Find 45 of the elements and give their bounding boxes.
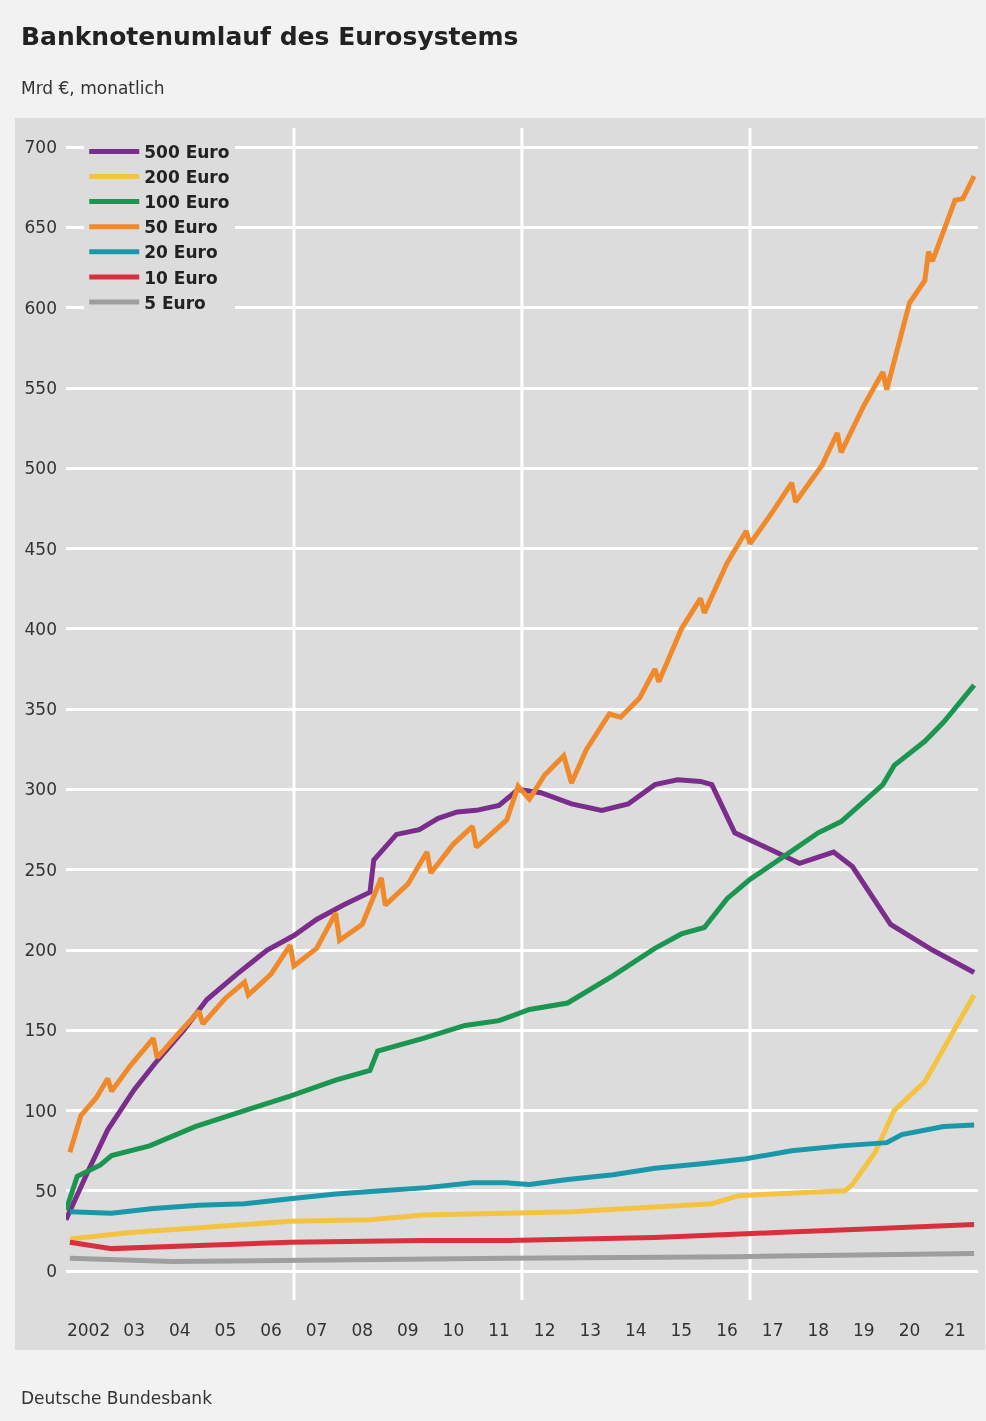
y-tick-label: 50 xyxy=(35,1180,57,1201)
x-tick-label: 08 xyxy=(351,1320,374,1340)
y-tick-label: 250 xyxy=(24,859,57,880)
chart-subtitle: Mrd €, monatlich xyxy=(21,78,165,98)
x-tick-label: 12 xyxy=(533,1320,556,1340)
x-tick-label: 05 xyxy=(214,1320,237,1340)
legend-label: 50 Euro xyxy=(144,217,218,238)
x-tick-label: 07 xyxy=(305,1320,328,1340)
legend-label: 20 Euro xyxy=(144,242,218,263)
x-tick-label: 04 xyxy=(169,1320,191,1340)
y-tick-label: 500 xyxy=(24,458,57,479)
x-tick-label: 13 xyxy=(579,1320,602,1340)
x-tick-label: 09 xyxy=(397,1320,419,1340)
chart-title: Banknotenumlauf des Eurosystems xyxy=(21,22,519,51)
y-tick-label: 0 xyxy=(46,1261,57,1282)
legend-label: 10 Euro xyxy=(144,267,218,288)
y-tick-label: 400 xyxy=(24,618,57,639)
legend-label: 200 Euro xyxy=(144,167,230,188)
y-tick-label: 350 xyxy=(24,699,57,720)
x-tick-label: 06 xyxy=(260,1320,282,1340)
y-tick-label: 450 xyxy=(24,538,57,559)
legend-label: 100 Euro xyxy=(144,192,230,213)
x-tick-label: 21 xyxy=(944,1320,966,1340)
text: Deutsche Bundesbank xyxy=(21,1388,212,1408)
x-tick-label: 2002 xyxy=(66,1320,111,1340)
legend-label: 5 Euro xyxy=(144,292,206,313)
y-tick-label: 700 xyxy=(24,137,57,158)
y-tick-label: 100 xyxy=(24,1100,57,1121)
y-tick-label: 650 xyxy=(24,217,57,238)
x-tick-label: 20 xyxy=(898,1320,921,1340)
legend-label: 500 Euro xyxy=(144,142,230,163)
y-tick-label: 200 xyxy=(24,939,57,960)
x-tick-label: 17 xyxy=(761,1320,784,1340)
x-tick-label: 03 xyxy=(123,1320,145,1340)
x-tick-label: 15 xyxy=(670,1320,693,1340)
x-tick-label: 14 xyxy=(624,1320,647,1340)
y-tick-label: 600 xyxy=(24,297,57,318)
x-tick-label: 11 xyxy=(488,1320,510,1340)
x-tick-label: 10 xyxy=(442,1320,465,1340)
y-tick-label: 550 xyxy=(24,378,57,399)
x-tick-label: 19 xyxy=(852,1320,875,1340)
x-tick-label: 16 xyxy=(716,1320,738,1340)
y-tick-label: 300 xyxy=(24,779,57,800)
x-tick-label: 18 xyxy=(807,1320,830,1340)
y-tick-label: 150 xyxy=(24,1020,57,1041)
